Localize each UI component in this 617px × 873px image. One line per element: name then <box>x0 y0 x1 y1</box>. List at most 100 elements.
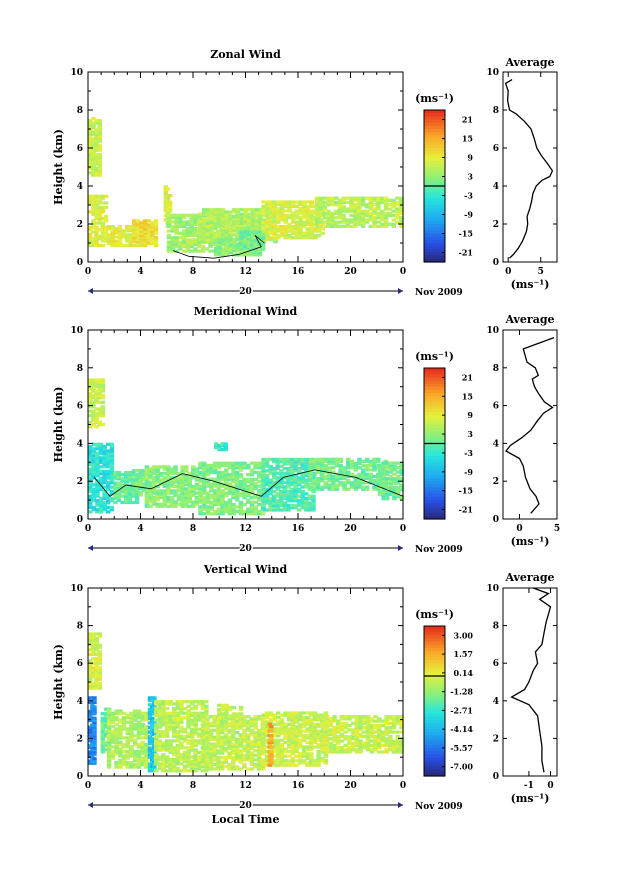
heatmap-cell <box>345 196 350 200</box>
heatmap-cell <box>136 745 142 749</box>
heatmap-cell <box>250 232 255 236</box>
heatmap-cell <box>116 490 122 494</box>
heatmap-cell <box>175 734 181 738</box>
heatmap-cell <box>88 380 93 384</box>
heatmap-cell <box>250 210 256 214</box>
heatmap-cell <box>247 226 252 230</box>
heatmap-cell <box>157 713 163 718</box>
heatmap-cell <box>106 499 111 503</box>
heatmap-cell <box>372 222 377 226</box>
heatmap-cell <box>249 509 255 514</box>
heatmap-cell <box>201 475 207 479</box>
heatmap-cell <box>125 763 130 767</box>
heatmap-cell <box>193 750 198 754</box>
heatmap-cell <box>169 485 175 489</box>
heatmap-cell <box>88 150 93 154</box>
heatmap-cell <box>228 244 233 248</box>
heatmap-cell <box>94 194 99 198</box>
heatmap-cell <box>331 457 336 461</box>
heatmap-cell <box>282 487 288 491</box>
heatmap-cell <box>289 503 295 507</box>
heatmap-cell <box>140 758 145 762</box>
heatmap-cell <box>289 471 295 475</box>
heatmap-cell <box>140 763 145 767</box>
heatmap-cell <box>282 485 288 489</box>
heatmap-cell <box>95 463 100 467</box>
heatmap-cell <box>204 760 209 764</box>
heatmap-cell <box>302 225 307 229</box>
heatmap-cell <box>181 242 187 246</box>
heatmap-cell <box>216 461 222 465</box>
heatmap-cell <box>116 473 122 477</box>
heatmap-cell <box>377 468 383 472</box>
heatmap-cell <box>338 476 343 481</box>
heatmap-cell <box>253 232 259 236</box>
heatmap-cell <box>364 476 370 481</box>
heatmap-cell <box>246 466 251 470</box>
heatmap-cell <box>166 240 172 244</box>
heatmap-cell <box>257 737 262 741</box>
heatmap-cell <box>129 725 134 729</box>
heatmap-cell <box>326 200 331 205</box>
heatmap-cell <box>264 731 270 735</box>
heatmap-cell <box>198 228 203 232</box>
heatmap-cell <box>186 764 191 768</box>
heatmap-cell <box>286 469 291 473</box>
heatmap-cell <box>98 442 104 446</box>
heatmap-cell <box>287 204 292 209</box>
heatmap-cell <box>106 453 111 458</box>
heatmap-cell <box>100 736 106 741</box>
heatmap-cell <box>364 487 370 491</box>
heatmap-cell <box>129 727 134 731</box>
colorbar-band <box>424 249 445 254</box>
heatmap-cell <box>282 480 288 484</box>
heatmap-cell <box>109 478 115 482</box>
heatmap-cell <box>169 467 175 471</box>
heatmap-cell <box>162 485 168 489</box>
heatmap-cell <box>253 744 258 748</box>
heatmap-cell <box>296 467 302 471</box>
heatmap-cell <box>98 465 104 469</box>
heatmap-cell <box>257 751 262 755</box>
heatmap-cell <box>257 232 262 236</box>
heatmap-cell <box>228 217 233 221</box>
heatmap-cell <box>286 496 291 501</box>
heatmap-cell <box>144 729 149 733</box>
heatmap-cell <box>88 382 93 386</box>
heatmap-cell <box>235 246 241 251</box>
heatmap-cell <box>166 504 171 508</box>
heatmap-cell <box>174 238 179 242</box>
heatmap-cell <box>257 767 262 771</box>
heatmap-cell <box>144 504 150 508</box>
heatmap-cell <box>189 748 195 752</box>
heatmap-cell <box>100 389 106 393</box>
heatmap-cell <box>94 141 99 145</box>
heatmap-cell <box>294 231 300 235</box>
heatmap-cell <box>189 741 195 745</box>
heatmap-cell <box>330 213 335 218</box>
heatmap-cell <box>380 224 385 228</box>
heatmap-cell <box>323 481 328 485</box>
heatmap-cell <box>349 209 354 213</box>
heatmap-cell <box>289 496 295 501</box>
heatmap-cell <box>164 764 170 768</box>
heatmap-cell <box>272 494 277 498</box>
heatmap-cell <box>167 205 173 209</box>
heatmap-cell <box>337 207 343 211</box>
heatmap-cell <box>92 734 97 738</box>
heatmap-cell <box>268 483 273 487</box>
heatmap-cell <box>138 473 143 477</box>
heatmap-cell <box>201 503 207 507</box>
heatmap-cell <box>208 742 214 746</box>
heatmap-cell <box>133 709 138 713</box>
heatmap-cell <box>338 459 343 463</box>
heatmap-cell <box>132 469 137 473</box>
heatmap-cell <box>216 477 222 481</box>
heatmap-cell <box>184 465 189 469</box>
heatmap-cell <box>91 243 96 247</box>
heatmap-cell <box>200 760 206 764</box>
heatmap-cell <box>279 503 284 507</box>
heatmap-cell <box>103 707 109 711</box>
heatmap-cell <box>283 736 288 740</box>
heatmap-cell <box>157 725 163 729</box>
